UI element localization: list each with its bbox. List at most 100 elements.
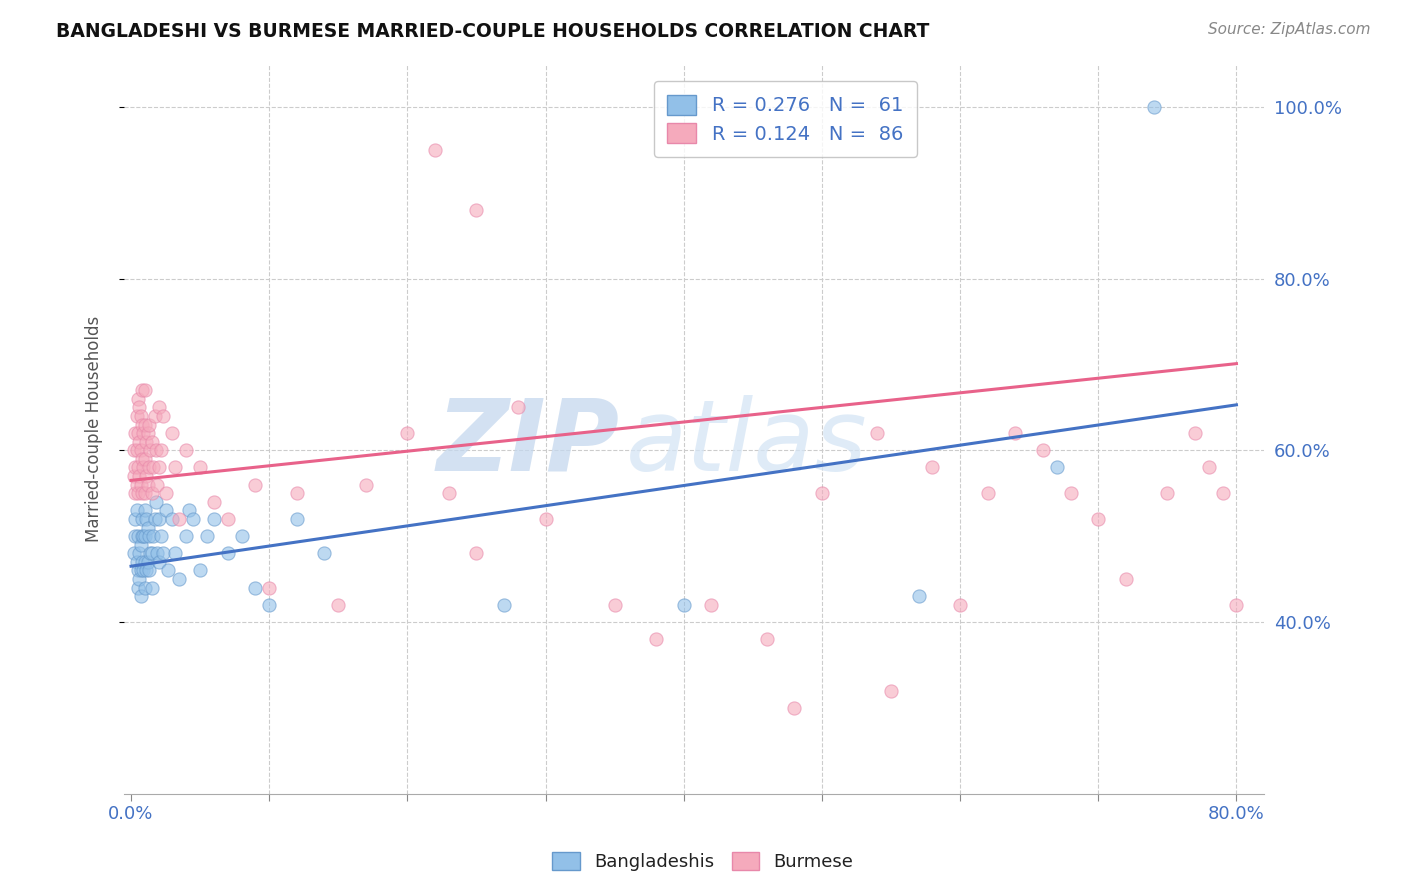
Point bbox=[217, 512, 239, 526]
Point bbox=[202, 495, 225, 509]
Point bbox=[534, 512, 557, 526]
Point bbox=[672, 598, 695, 612]
Text: BANGLADESHI VS BURMESE MARRIED-COUPLE HOUSEHOLDS CORRELATION CHART: BANGLADESHI VS BURMESE MARRIED-COUPLE HO… bbox=[56, 22, 929, 41]
Point bbox=[138, 417, 160, 432]
Point bbox=[135, 434, 157, 449]
Point bbox=[506, 401, 529, 415]
Point bbox=[866, 426, 889, 441]
Point bbox=[152, 546, 174, 560]
Point bbox=[949, 598, 972, 612]
Y-axis label: Married-couple Households: Married-couple Households bbox=[86, 316, 103, 542]
Point bbox=[977, 486, 1000, 500]
Point bbox=[124, 486, 146, 500]
Text: Source: ZipAtlas.com: Source: ZipAtlas.com bbox=[1208, 22, 1371, 37]
Point bbox=[783, 701, 806, 715]
Point bbox=[127, 581, 149, 595]
Point bbox=[177, 503, 200, 517]
Point bbox=[165, 546, 187, 560]
Point bbox=[314, 546, 336, 560]
Point bbox=[165, 460, 187, 475]
Point bbox=[155, 486, 177, 500]
Point bbox=[136, 520, 159, 534]
Point bbox=[195, 529, 218, 543]
Point bbox=[124, 426, 146, 441]
Point bbox=[131, 512, 153, 526]
Point bbox=[148, 460, 170, 475]
Point bbox=[134, 451, 156, 466]
Point bbox=[141, 546, 163, 560]
Point bbox=[142, 529, 165, 543]
Point bbox=[148, 512, 170, 526]
Point bbox=[176, 443, 198, 458]
Point bbox=[1059, 486, 1081, 500]
Point bbox=[132, 460, 155, 475]
Point bbox=[396, 426, 419, 441]
Point bbox=[148, 555, 170, 569]
Point bbox=[1142, 100, 1164, 114]
Point bbox=[131, 417, 153, 432]
Point bbox=[129, 538, 152, 552]
Point bbox=[134, 555, 156, 569]
Point bbox=[145, 443, 167, 458]
Point bbox=[139, 443, 162, 458]
Point bbox=[202, 512, 225, 526]
Point bbox=[134, 503, 156, 517]
Point bbox=[138, 460, 160, 475]
Point bbox=[131, 451, 153, 466]
Point bbox=[245, 477, 267, 491]
Point bbox=[131, 555, 153, 569]
Point bbox=[129, 564, 152, 578]
Point bbox=[880, 683, 903, 698]
Point bbox=[162, 426, 184, 441]
Point bbox=[134, 417, 156, 432]
Point bbox=[328, 598, 350, 612]
Point bbox=[152, 409, 174, 423]
Point bbox=[135, 512, 157, 526]
Point bbox=[129, 589, 152, 603]
Point bbox=[136, 426, 159, 441]
Point bbox=[231, 529, 253, 543]
Point bbox=[131, 529, 153, 543]
Point bbox=[124, 460, 146, 475]
Legend: R = 0.276   N =  61, R = 0.124   N =  86: R = 0.276 N = 61, R = 0.124 N = 86 bbox=[654, 81, 917, 157]
Point bbox=[169, 572, 191, 586]
Text: ZIP: ZIP bbox=[437, 395, 620, 492]
Point bbox=[125, 503, 148, 517]
Legend: Bangladeshis, Burmese: Bangladeshis, Burmese bbox=[546, 845, 860, 879]
Point bbox=[127, 529, 149, 543]
Point bbox=[169, 512, 191, 526]
Point bbox=[162, 512, 184, 526]
Point bbox=[146, 477, 169, 491]
Point bbox=[134, 383, 156, 397]
Point bbox=[1156, 486, 1178, 500]
Point bbox=[700, 598, 723, 612]
Point bbox=[1184, 426, 1206, 441]
Point bbox=[136, 555, 159, 569]
Point bbox=[465, 202, 488, 217]
Point bbox=[128, 469, 150, 483]
Point bbox=[143, 409, 166, 423]
Point bbox=[437, 486, 460, 500]
Point bbox=[127, 460, 149, 475]
Point bbox=[1046, 460, 1069, 475]
Point bbox=[157, 564, 180, 578]
Point bbox=[150, 443, 173, 458]
Point bbox=[148, 401, 170, 415]
Point bbox=[138, 564, 160, 578]
Point bbox=[134, 581, 156, 595]
Point bbox=[257, 598, 280, 612]
Point bbox=[128, 572, 150, 586]
Point bbox=[465, 546, 488, 560]
Point bbox=[132, 529, 155, 543]
Point bbox=[127, 564, 149, 578]
Point bbox=[141, 486, 163, 500]
Point bbox=[131, 383, 153, 397]
Point bbox=[354, 477, 377, 491]
Point bbox=[139, 546, 162, 560]
Point bbox=[122, 546, 145, 560]
Point bbox=[128, 434, 150, 449]
Point bbox=[1225, 598, 1247, 612]
Point bbox=[122, 443, 145, 458]
Point bbox=[128, 546, 150, 560]
Point bbox=[1212, 486, 1234, 500]
